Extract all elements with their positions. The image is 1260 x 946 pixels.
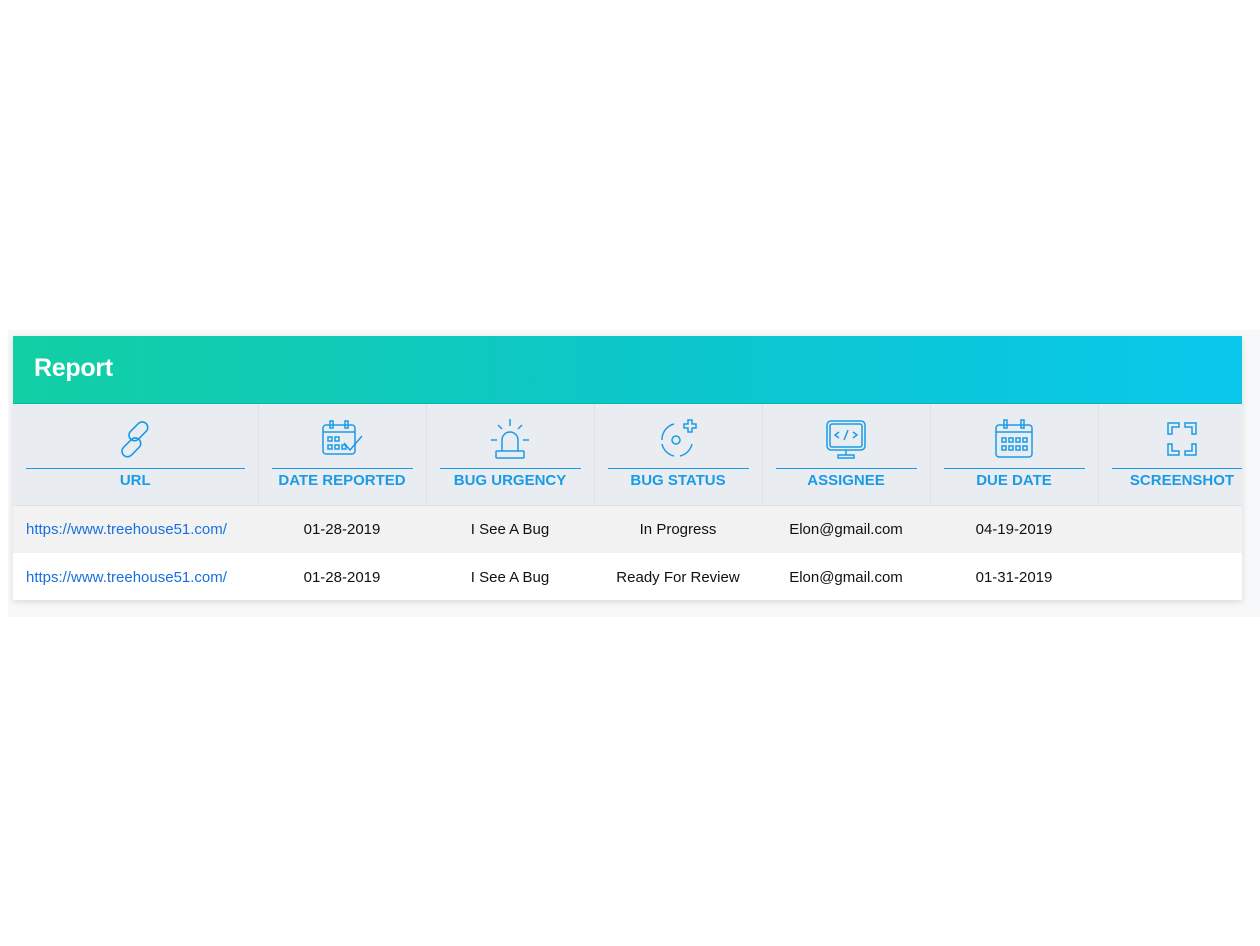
column-label: BUG STATUS	[630, 472, 726, 489]
screenshot-cell	[1098, 553, 1242, 600]
column-label: DATE REPORTED	[278, 472, 406, 489]
assignee-cell: Elon@gmail.com	[762, 505, 930, 553]
calendar-icon	[931, 418, 1098, 460]
due-date-cell: 04-19-2019	[930, 505, 1098, 553]
column-header-screenshot[interactable]: SCREENSHOT	[1098, 404, 1242, 506]
column-header-bug-urgency[interactable]: BUG URGENCY	[426, 404, 595, 506]
monitor-code-icon	[763, 418, 930, 460]
header-row: URL DATE REPORTED BUG URGENCY BUG STATUS	[13, 404, 1242, 506]
urgency-cell: I See A Bug	[426, 505, 594, 553]
column-header-bug-status[interactable]: BUG STATUS	[594, 404, 763, 506]
column-header-assignee[interactable]: ASSIGNEE	[762, 404, 931, 506]
assignee-cell: Elon@gmail.com	[762, 553, 930, 600]
status-target-icon	[595, 418, 762, 460]
column-label: DUE DATE	[976, 472, 1052, 489]
screenshot-cell	[1098, 505, 1242, 553]
report-card: Report URL DATE REPORTED BUG URGENCY	[13, 336, 1242, 600]
url-link[interactable]: https://www.treehouse51.com/	[26, 521, 227, 538]
status-cell: In Progress	[594, 505, 762, 553]
column-header-url[interactable]: URL	[13, 404, 259, 506]
column-label: SCREENSHOT	[1129, 472, 1235, 489]
due-date-cell: 01-31-2019	[930, 553, 1098, 600]
date-reported-cell: 01-28-2019	[258, 505, 426, 553]
report-table: URL DATE REPORTED BUG URGENCY BUG STATUS	[13, 404, 1242, 600]
status-cell: Ready For Review	[594, 553, 762, 600]
screenshot-frame-icon	[1099, 418, 1243, 460]
link-icon	[13, 418, 258, 460]
column-label: ASSIGNEE	[807, 472, 885, 489]
column-header-due-date[interactable]: DUE DATE	[930, 404, 1099, 506]
column-header-date-reported[interactable]: DATE REPORTED	[258, 404, 427, 506]
table-row[interactable]: https://www.treehouse51.com/ 01-28-2019 …	[13, 505, 1242, 553]
date-reported-cell: 01-28-2019	[258, 553, 426, 600]
url-cell: https://www.treehouse51.com/	[13, 505, 258, 553]
column-label: BUG URGENCY	[453, 472, 567, 489]
report-title: Report	[34, 354, 113, 382]
url-cell: https://www.treehouse51.com/	[13, 553, 258, 600]
report-header: Report	[13, 336, 1242, 404]
calendar-check-icon	[259, 418, 426, 460]
column-label: URL	[119, 472, 151, 489]
table-row[interactable]: https://www.treehouse51.com/ 01-28-2019 …	[13, 553, 1242, 600]
siren-icon	[427, 418, 594, 460]
url-link[interactable]: https://www.treehouse51.com/	[26, 568, 227, 586]
urgency-cell: I See A Bug	[426, 553, 594, 600]
